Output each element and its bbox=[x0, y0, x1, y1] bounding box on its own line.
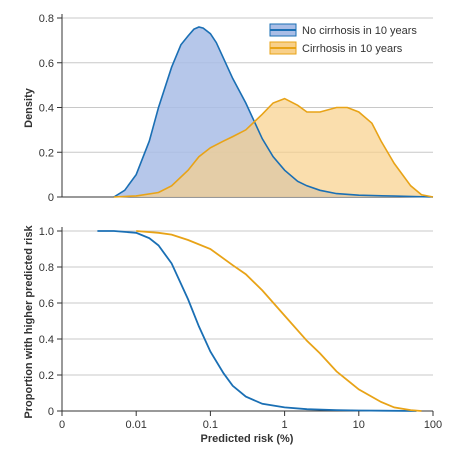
survival-y-tick-label: 0.8 bbox=[39, 262, 54, 274]
density-y-tick-label: 0.6 bbox=[39, 58, 54, 70]
survival-panel: 0 0.2 0.4 0.6 0.8 1.0 0 0.01 0.1 1 10 100 Proportio… bbox=[23, 225, 442, 445]
density-y-tick-label: 0.2 bbox=[39, 147, 54, 159]
density-y-tick-label: 0.4 bbox=[39, 103, 54, 115]
density-areas bbox=[113, 26, 434, 198]
legend-label-cirrhosis: Cirrhosis in 10 years bbox=[302, 43, 403, 55]
survival-y-tick-label: 0.6 bbox=[39, 298, 54, 310]
density-area-no-cirrhosis bbox=[113, 27, 434, 197]
survival-y-axis-title: Proportion with higher predicted risk bbox=[23, 225, 35, 419]
x-axis-title: Predicted risk (%) bbox=[201, 433, 294, 445]
x-tick-label: 0 bbox=[59, 419, 65, 431]
survival-y-tick-label: 0.4 bbox=[39, 334, 54, 346]
density-axis: 0 0.2 0.4 0.6 0.8 bbox=[39, 13, 63, 204]
survival-axis: 0 0.2 0.4 0.6 0.8 1.0 0 0.01 0.1 1 10 100 bbox=[39, 226, 442, 431]
x-tick-label: 10 bbox=[353, 419, 365, 431]
density-area-cirrhosis bbox=[113, 98, 434, 197]
legend-label-no-cirrhosis: No cirrhosis in 10 years bbox=[302, 25, 417, 37]
density-y-tick-label: 0 bbox=[48, 192, 54, 204]
density-line-cirrhosis bbox=[113, 97, 434, 198]
survival-y-tick-label: 0 bbox=[48, 406, 54, 418]
density-panel: 0 0.2 0.4 0.6 0.8 No cirrhosis in 10 years C… bbox=[23, 13, 434, 204]
survival-line-no-cirrhosis bbox=[97, 230, 417, 412]
density-y-tick-label: 0.8 bbox=[39, 13, 54, 25]
density-y-axis-title: Density bbox=[23, 87, 35, 128]
legend: No cirrhosis in 10 years Cirrhosis in 10… bbox=[269, 23, 417, 55]
x-tick-label: 0.01 bbox=[125, 419, 146, 431]
x-tick-label: 1 bbox=[282, 419, 288, 431]
survival-line-cirrhosis bbox=[136, 230, 422, 412]
x-tick-label: 0.1 bbox=[203, 419, 218, 431]
survival-grid bbox=[62, 230, 433, 412]
survival-y-tick-label: 1.0 bbox=[39, 226, 54, 238]
x-tick-label: 100 bbox=[424, 419, 442, 431]
survival-lines bbox=[97, 230, 422, 412]
survival-y-tick-label: 0.2 bbox=[39, 370, 54, 382]
density-line-no-cirrhosis bbox=[113, 26, 434, 198]
